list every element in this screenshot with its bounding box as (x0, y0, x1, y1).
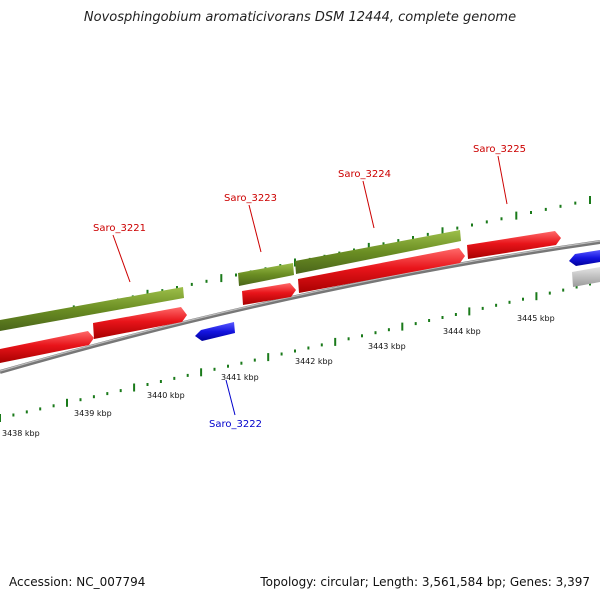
accession-text: Accession: NC_007794 (9, 575, 146, 589)
cds-track (0, 231, 561, 363)
map-title: Novosphingobium aromaticivorans DSM 1244… (83, 10, 517, 25)
cds-arrow-saro-3225[interactable] (467, 231, 561, 259)
gene-label[interactable]: Saro_3221 (93, 223, 146, 234)
cds-arrow-right-edge[interactable] (569, 250, 600, 266)
scale-label: 3445 kbp (517, 314, 555, 323)
gene-label-leader (497, 155, 508, 205)
scale-label: 3444 kbp (443, 327, 481, 336)
scale-label: 3440 kbp (147, 391, 185, 400)
scale-label: 3443 kbp (368, 342, 406, 351)
gene-label-leader (112, 234, 131, 283)
gene-label[interactable]: Saro_3222 (209, 419, 262, 430)
gene-label[interactable]: Saro_3225 (473, 144, 526, 155)
gene-label[interactable]: Saro_3224 (338, 169, 391, 180)
scale-label: 3439 kbp (74, 409, 112, 418)
scale-labels: 3438 kbp 3439 kbp 3440 kbp 3441 kbp 3442 kbp… (2, 314, 555, 438)
gene-feature-saro-3224[interactable] (295, 230, 461, 274)
cds-arrow-saro-3221-b[interactable] (93, 307, 187, 339)
scale-label: 3438 kbp (2, 429, 40, 438)
lower-tick-track (0, 282, 591, 422)
gene-label-leader (362, 180, 375, 229)
gene-labels: Saro_3221 Saro_3222 Saro_3223 Saro_3224 Saro… (93, 144, 526, 430)
cds-arrow-saro-3224[interactable] (298, 248, 465, 293)
cds-arrow-saro-3222[interactable] (195, 322, 235, 341)
gene-label-leader (225, 379, 236, 416)
scale-label: 3441 kbp (221, 373, 259, 382)
gene-feature-saro-3223[interactable] (238, 263, 294, 286)
other-feature-right-edge[interactable] (572, 267, 600, 287)
gene-label[interactable]: Saro_3223 (224, 193, 277, 204)
cds-arrow-saro-3223[interactable] (242, 283, 296, 305)
genome-backbone-highlight (0, 240, 600, 372)
genome-backbone (0, 240, 600, 374)
genome-summary-text: Topology: circular; Length: 3,561,584 bp… (260, 575, 590, 589)
gene-feature-saro-3221[interactable] (0, 287, 184, 331)
gene-label-leader (248, 204, 262, 253)
scale-label: 3442 kbp (295, 357, 333, 366)
gene-track (0, 230, 461, 331)
cds-arrow-saro-3221-a[interactable] (0, 331, 94, 363)
